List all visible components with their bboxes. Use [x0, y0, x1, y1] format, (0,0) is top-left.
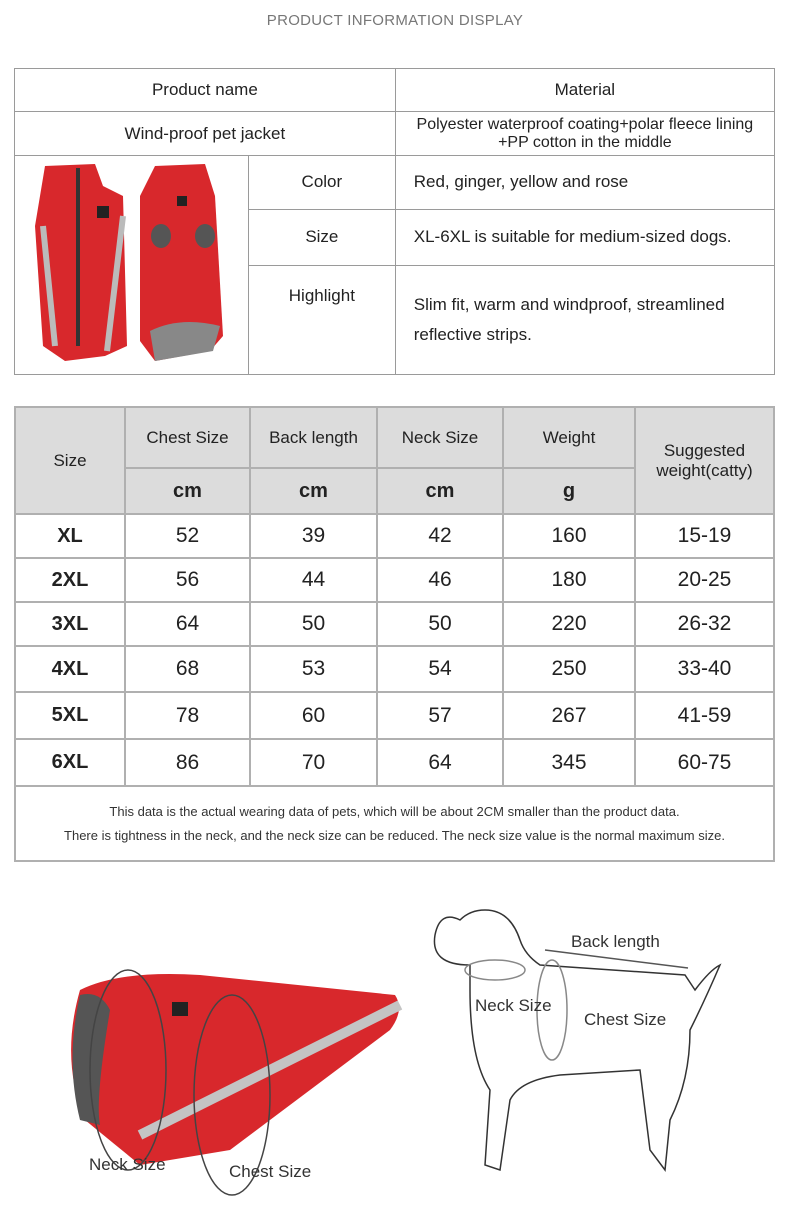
value-cell: 68	[124, 645, 251, 693]
color-value: Red, ginger, yellow and rose	[394, 155, 776, 210]
product-name-header: Product name	[14, 68, 396, 112]
size-row: 5XL 78 60 57 267 41-59	[14, 691, 775, 740]
material: Polyester waterproof coating+polar fleec…	[394, 111, 776, 156]
value-cell: 20-25	[634, 557, 775, 603]
size-row: 2XL 56 44 46 180 20-25	[14, 557, 775, 603]
product-info-table: Product name Material Wind-proof pet jack…	[14, 68, 776, 375]
unit-back: cm	[249, 467, 378, 515]
note-line-1: This data is the actual wearing data of …	[109, 803, 680, 819]
size-cell: 4XL	[14, 645, 126, 693]
jacket-side-image	[71, 969, 403, 1196]
header-neck: Neck Size	[376, 406, 504, 469]
dog-chest-size-label: Chest Size	[584, 1010, 667, 1029]
size-chart-table: Size Chest Size Back length Neck Size We…	[14, 406, 775, 862]
jacket-chest-size-label: Chest Size	[229, 1162, 312, 1181]
value-cell: 64	[376, 738, 504, 787]
size-label: Size	[247, 208, 396, 267]
value-cell: 57	[376, 691, 504, 740]
highlight-value: Slim fit, warm and windproof, streamline…	[394, 265, 776, 375]
jacket-back-image	[35, 164, 128, 361]
size-row: 4XL 68 53 54 250 33-40	[14, 645, 775, 693]
value-cell: 56	[124, 557, 251, 603]
product-image	[14, 155, 249, 375]
product-name: Wind-proof pet jacket	[14, 111, 396, 156]
value-cell: 50	[249, 601, 378, 647]
size-cell: 2XL	[14, 557, 126, 603]
header-back: Back length	[249, 406, 378, 469]
size-value: XL-6XL is suitable for medium-sized dogs…	[394, 208, 776, 267]
value-cell: 78	[124, 691, 251, 740]
size-cell: 6XL	[14, 738, 126, 787]
value-cell: 44	[249, 557, 378, 603]
size-row: 3XL 64 50 50 220 26-32	[14, 601, 775, 647]
value-cell: 52	[124, 513, 251, 559]
value-cell: 60	[249, 691, 378, 740]
value-cell: 64	[124, 601, 251, 647]
header-chest: Chest Size	[124, 406, 251, 469]
dog-neck-size-label: Neck Size	[475, 996, 552, 1015]
value-cell: 39	[249, 513, 378, 559]
measurement-illustration	[71, 909, 722, 1196]
value-cell: 70	[249, 738, 378, 787]
note-line-2: There is tightness in the neck, and the …	[64, 827, 725, 843]
value-cell: 53	[249, 645, 378, 693]
size-cell: XL	[14, 513, 126, 559]
value-cell: 250	[502, 645, 636, 693]
value-cell: 60-75	[634, 738, 775, 787]
value-cell: 33-40	[634, 645, 775, 693]
value-cell: 345	[502, 738, 636, 787]
size-row: XL 52 39 42 160 15-19	[14, 513, 775, 559]
value-cell: 267	[502, 691, 636, 740]
size-note: This data is the actual wearing data of …	[14, 785, 775, 862]
value-cell: 160	[502, 513, 636, 559]
unit-weight: g	[502, 467, 636, 515]
value-cell: 26-32	[634, 601, 775, 647]
header-size: Size	[14, 406, 126, 515]
size-row: 6XL 86 70 64 345 60-75	[14, 738, 775, 787]
jacket-neck-size-label: Neck Size	[89, 1155, 166, 1174]
value-cell: 86	[124, 738, 251, 787]
value-cell: 46	[376, 557, 504, 603]
value-cell: 15-19	[634, 513, 775, 559]
jacket-front-image	[140, 164, 224, 361]
highlight-label: Highlight	[247, 265, 396, 375]
header-weight: Weight	[502, 406, 636, 469]
value-cell: 54	[376, 645, 504, 693]
value-cell: 180	[502, 557, 636, 603]
color-label: Color	[247, 155, 396, 210]
page-title: PRODUCT INFORMATION DISPLAY	[266, 12, 524, 29]
value-cell: 42	[376, 513, 504, 559]
dog-outline-image	[433, 909, 722, 1172]
size-cell: 5XL	[14, 691, 126, 740]
back-length-label: Back length	[571, 932, 660, 951]
value-cell: 220	[502, 601, 636, 647]
size-cell: 3XL	[14, 601, 126, 647]
header-suggested-weight: Suggested weight(catty)	[634, 406, 775, 515]
unit-neck: cm	[376, 467, 504, 515]
unit-chest: cm	[124, 467, 251, 515]
value-cell: 50	[376, 601, 504, 647]
value-cell: 41-59	[634, 691, 775, 740]
material-header: Material	[394, 68, 776, 112]
